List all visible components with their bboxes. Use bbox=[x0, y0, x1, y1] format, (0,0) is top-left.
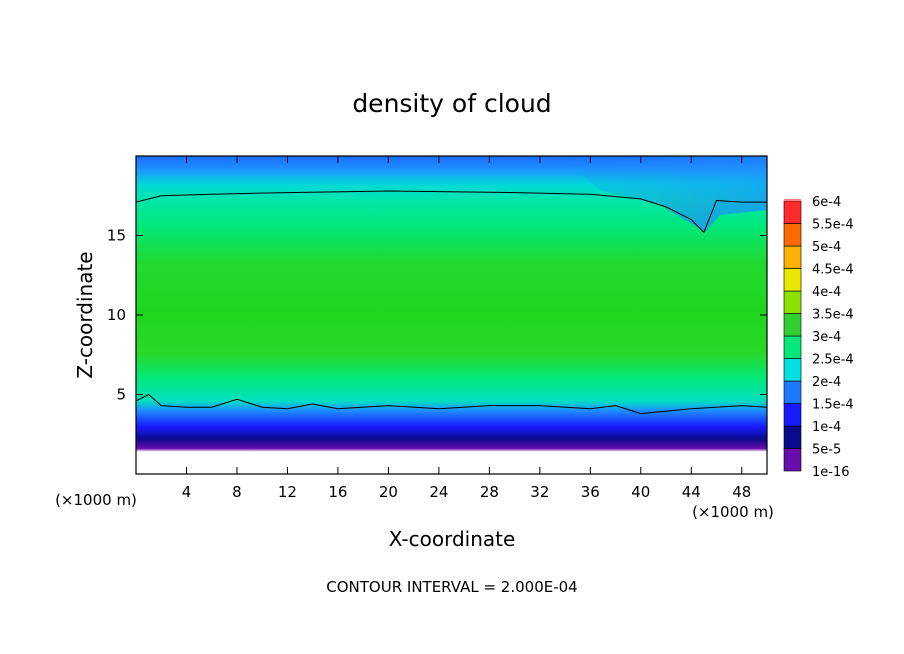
colorbar-label: 1.5e-4 bbox=[812, 398, 854, 413]
x-tick-label: 40 bbox=[631, 483, 650, 501]
colorbar-label: 5e-5 bbox=[812, 443, 841, 458]
x-unit-label-right: (×1000 m) bbox=[692, 503, 774, 521]
x-tick-label: 20 bbox=[379, 483, 398, 501]
y-axis-label: Z-coordinate bbox=[73, 251, 97, 378]
x-tick-label: 32 bbox=[530, 483, 549, 501]
density-field bbox=[136, 156, 767, 474]
colorbar-swatch bbox=[783, 313, 802, 337]
x-unit-label-left: (×1000 m) bbox=[55, 491, 137, 509]
contour-interval-note: CONTOUR INTERVAL = 2.000E-04 bbox=[326, 578, 577, 596]
x-tick-label: 16 bbox=[328, 483, 347, 501]
colorbar-label: 5.5e-4 bbox=[812, 218, 854, 233]
x-tick-label: 48 bbox=[732, 483, 751, 501]
x-tick-label: 36 bbox=[581, 483, 600, 501]
colorbar-label: 3e-4 bbox=[812, 330, 841, 345]
contour-line-2 bbox=[136, 393, 767, 415]
x-tick-label: 44 bbox=[682, 483, 701, 501]
colorbar-label: 4e-4 bbox=[812, 285, 841, 300]
colorbar-label: 2e-4 bbox=[812, 375, 841, 390]
colorbar-swatch bbox=[783, 268, 802, 292]
chart-title: density of cloud bbox=[352, 89, 551, 118]
colorbar-swatch bbox=[783, 335, 802, 359]
colorbar-label: 1e-16 bbox=[812, 465, 850, 480]
colorbar-label: 1e-4 bbox=[812, 420, 841, 435]
colorbar-label: 6e-4 bbox=[812, 195, 841, 210]
colorbar-label: 5e-4 bbox=[812, 240, 841, 255]
colorbar-label: 2.5e-4 bbox=[812, 353, 854, 368]
colorbar-swatch bbox=[783, 425, 802, 449]
upper-right-depletion bbox=[560, 156, 767, 232]
y-tick-label: 10 bbox=[107, 306, 126, 324]
colorbar-top-swatch bbox=[784, 199, 801, 201]
colorbar-swatch bbox=[783, 403, 802, 427]
colorbar-swatch bbox=[783, 245, 802, 269]
y-tick-label: 15 bbox=[107, 227, 126, 245]
y-axis-ticks: 5 10 15 bbox=[107, 227, 767, 404]
x-tick-label: 12 bbox=[278, 483, 297, 501]
x-tick-label: 4 bbox=[182, 483, 192, 501]
colorbar-swatch bbox=[783, 380, 802, 404]
colorbar-swatch bbox=[783, 290, 802, 314]
contour-lines bbox=[136, 190, 767, 415]
colorbar-label: 3.5e-4 bbox=[812, 308, 854, 323]
colorbar-swatch bbox=[783, 358, 802, 382]
colorbar-swatch bbox=[783, 448, 802, 472]
contour-line-1 bbox=[136, 190, 767, 234]
x-tick-label: 24 bbox=[429, 483, 448, 501]
x-axis-ticks: 4 8 12 16 20 24 28 32 36 40 44 48 bbox=[182, 156, 751, 501]
x-tick-label: 8 bbox=[232, 483, 242, 501]
x-axis-label: X-coordinate bbox=[389, 527, 516, 551]
colorbar-label: 4.5e-4 bbox=[812, 263, 854, 278]
colorbar-swatch bbox=[783, 223, 802, 247]
plot-area bbox=[136, 156, 767, 474]
colorbar-swatch bbox=[783, 200, 802, 224]
x-tick-label: 28 bbox=[480, 483, 499, 501]
y-tick-label: 5 bbox=[116, 386, 126, 404]
colorbar: 1e-16 5e-5 1e-4 1.5e-4 2e-4 2.5e-4 3e-4 3.5e-4 4… bbox=[783, 195, 854, 480]
